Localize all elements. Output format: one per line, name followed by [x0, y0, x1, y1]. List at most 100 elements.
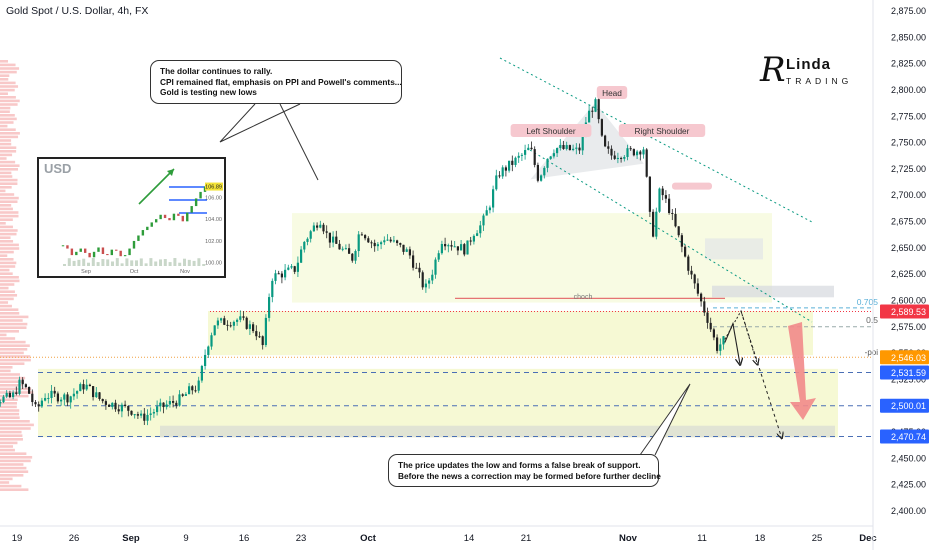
logo-mark: R [760, 50, 786, 90]
volume-profile-bar [0, 164, 20, 167]
candle-body [207, 346, 210, 355]
inset-y-tick: 104.00 [205, 217, 222, 223]
volume-profile-bar [0, 394, 29, 398]
x-tick-label: 26 [69, 533, 80, 544]
volume-profile-bar [0, 387, 32, 391]
candle-body [460, 244, 463, 251]
inset-volume-bar [67, 258, 71, 266]
y-tick-label: 2,675.00 [891, 217, 926, 227]
volume-profile-bar [0, 412, 20, 416]
pattern-shape [530, 102, 644, 180]
candle-body [703, 301, 706, 313]
volume-profile-bar [0, 240, 14, 243]
volume-profile-bar [0, 337, 16, 340]
volume-profile-bar [0, 430, 22, 434]
label-right-shoulder-bg [618, 124, 706, 137]
candle-body [540, 175, 543, 181]
y-tick-label: 2,650.00 [891, 243, 926, 253]
candle-body [456, 246, 459, 251]
candle-body [712, 329, 715, 338]
volume-profile-bar [0, 438, 23, 441]
candle-body [594, 99, 597, 112]
volume-profile-bar [0, 168, 19, 171]
inset-candle [66, 245, 69, 249]
candle-body [140, 413, 143, 416]
inset-x-tick: Oct [130, 269, 139, 275]
price-tag-bg [880, 304, 929, 319]
inset-volume-bar [135, 260, 138, 266]
inset-candle [123, 255, 127, 257]
candle-body [591, 110, 594, 112]
volume-profile-bar [0, 474, 24, 477]
inset-volume-bar [96, 262, 100, 266]
candle-body [284, 269, 287, 278]
volume-profile-bar [0, 348, 28, 351]
candle-body [655, 211, 658, 237]
candle-body [159, 402, 162, 407]
candle-body [575, 147, 578, 149]
news-bubble: The dollar continues to rally. CPI remai… [150, 60, 402, 104]
candle-body [338, 243, 341, 250]
candle-body [642, 149, 645, 155]
inset-volume-bar [72, 260, 76, 266]
volume-profile-bar [0, 74, 10, 77]
y-tick-label: 2,725.00 [891, 164, 926, 174]
volume-profile-bar [0, 153, 13, 157]
news-line-1: The dollar continues to rally. [160, 66, 273, 76]
candle-body [386, 239, 389, 241]
bearish-arrow [788, 322, 816, 420]
candle-body [552, 153, 555, 157]
volume-profile-bar [0, 441, 18, 445]
range-zone [292, 213, 772, 303]
x-tick-label: Nov [619, 533, 638, 544]
candle-body [476, 233, 479, 236]
inset-volume-bar [149, 258, 153, 266]
candle-body [28, 387, 31, 394]
candle-body [661, 188, 664, 196]
candle-body [332, 236, 335, 243]
x-tick-label: Sep [122, 533, 140, 544]
candle-body [389, 239, 392, 242]
inset-volume-bar [192, 260, 196, 266]
x-tick-label: 21 [521, 533, 532, 544]
volume-profile-bar [0, 366, 13, 369]
candle-body [8, 392, 11, 398]
inset-y-tick: 106.00 [205, 195, 222, 201]
volume-profile-bar [0, 236, 11, 239]
news-bubble-tail [219, 103, 301, 143]
volume-profile-bar [0, 139, 12, 142]
volume-profile-bar [0, 268, 10, 272]
volume-profile-bar [0, 452, 27, 455]
candle-body [652, 211, 655, 237]
volume-profile-bar [0, 67, 20, 70]
volume-profile-bar [0, 182, 18, 185]
candle-body [668, 198, 671, 214]
volume-profile-bar [0, 128, 16, 131]
inset-volume-bar [173, 258, 177, 266]
candle-body [236, 319, 239, 322]
x-tick-label: 25 [812, 533, 823, 544]
candle-body [210, 335, 213, 347]
candle-body [466, 240, 469, 255]
y-tick-label: 2,400.00 [891, 506, 926, 516]
inset-candle [186, 212, 189, 222]
inset-x-tick: Nov [180, 269, 190, 275]
candle-body [511, 160, 514, 165]
candle-body [620, 157, 623, 159]
candle-body [492, 189, 495, 208]
inset-volume-bar [144, 263, 148, 266]
candle-body [696, 283, 699, 294]
volume-profile-bar [0, 312, 20, 315]
candle-body [392, 240, 395, 242]
inset-volume-bar [87, 262, 90, 266]
candle-body [367, 238, 370, 243]
inset-volume-bar [154, 261, 158, 266]
price-tag-text: 2,500.01 [891, 401, 926, 411]
candle-body [168, 401, 171, 405]
candle-body [82, 384, 85, 390]
volume-profile-bar [0, 409, 20, 412]
inset-candle [172, 213, 176, 221]
candle-body [354, 251, 357, 261]
volume-profile-bar [0, 178, 18, 182]
